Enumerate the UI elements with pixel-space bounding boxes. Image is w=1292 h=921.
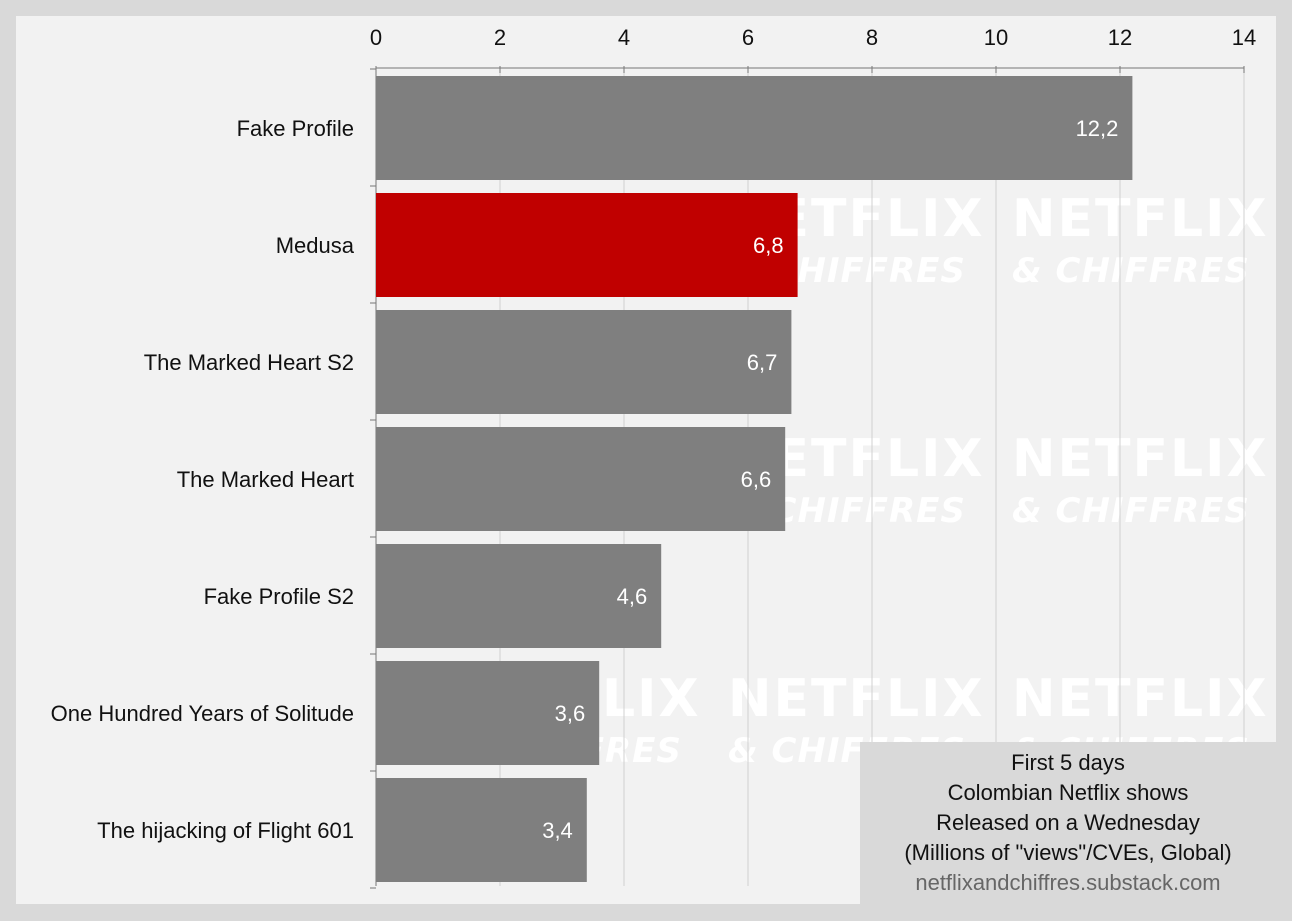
value-label: 3,4 [542, 818, 573, 843]
category-label: Medusa [276, 233, 355, 258]
category-label: Fake Profile [237, 116, 354, 141]
bar-fake-profile-s2 [376, 544, 662, 648]
legend-line-release: Released on a Wednesday [936, 810, 1200, 835]
x-tick-label: 8 [866, 25, 878, 50]
legend-line-period: First 5 days [1011, 750, 1125, 775]
bars [376, 76, 1133, 882]
value-label: 6,7 [747, 350, 778, 375]
watermark-line1: NETFLIX [1012, 429, 1269, 489]
watermark-line1: NETFLIX [1012, 189, 1269, 249]
value-label: 4,6 [617, 584, 648, 609]
legend-line-unit: (Millions of "views"/CVEs, Global) [904, 840, 1232, 865]
watermark-line1: NETFLIX [728, 669, 985, 729]
x-tick-label: 0 [370, 25, 382, 50]
bar-fake-profile [376, 76, 1133, 180]
labels: Fake Profile 12,2 Medusa 6,8 The Marked Hear… [51, 116, 1119, 843]
x-tick-label: 6 [742, 25, 754, 50]
x-tick-label: 4 [618, 25, 630, 50]
watermark-line2: & CHIFFRES [1012, 251, 1250, 291]
value-label: 3,6 [555, 701, 586, 726]
watermark-line2: & CHIFFRES [1012, 491, 1250, 531]
x-tick-label: 14 [1232, 25, 1256, 50]
watermark-line1: NETFLIX [1012, 669, 1269, 729]
bar-the-hijacking-of-flight-601 [376, 778, 587, 882]
value-label: 6,8 [753, 233, 784, 258]
watermark-logo: NETFLIX& CHIFFRES [1012, 189, 1269, 291]
chart-panel: NETFLIX & CHIFFRES NETFLIX & CHIFFRES NETFLI… [16, 16, 1276, 904]
legend-source: netflixandchiffres.substack.com [915, 870, 1221, 895]
category-label: The Marked Heart [177, 467, 354, 492]
x-tick-label: 12 [1108, 25, 1132, 50]
x-tick-label: 2 [494, 25, 506, 50]
category-label: The Marked Heart S2 [144, 350, 354, 375]
watermark-logo: NETFLIX& CHIFFRES [1012, 429, 1269, 531]
legend-box: First 5 days Colombian Netflix shows Rel… [860, 742, 1276, 904]
bar-one-hundred-years-of-solitude [376, 661, 600, 765]
category-label: One Hundred Years of Solitude [51, 701, 354, 726]
bar-medusa [376, 193, 798, 297]
value-label: 12,2 [1076, 116, 1119, 141]
bar-the-marked-heart-s2 [376, 310, 792, 414]
value-label: 6,6 [741, 467, 772, 492]
legend-line-subject: Colombian Netflix shows [947, 780, 1189, 805]
bar-the-marked-heart [376, 427, 786, 531]
category-label: The hijacking of Flight 601 [97, 818, 354, 843]
category-label: Fake Profile S2 [204, 584, 354, 609]
x-tick-label: 10 [984, 25, 1008, 50]
